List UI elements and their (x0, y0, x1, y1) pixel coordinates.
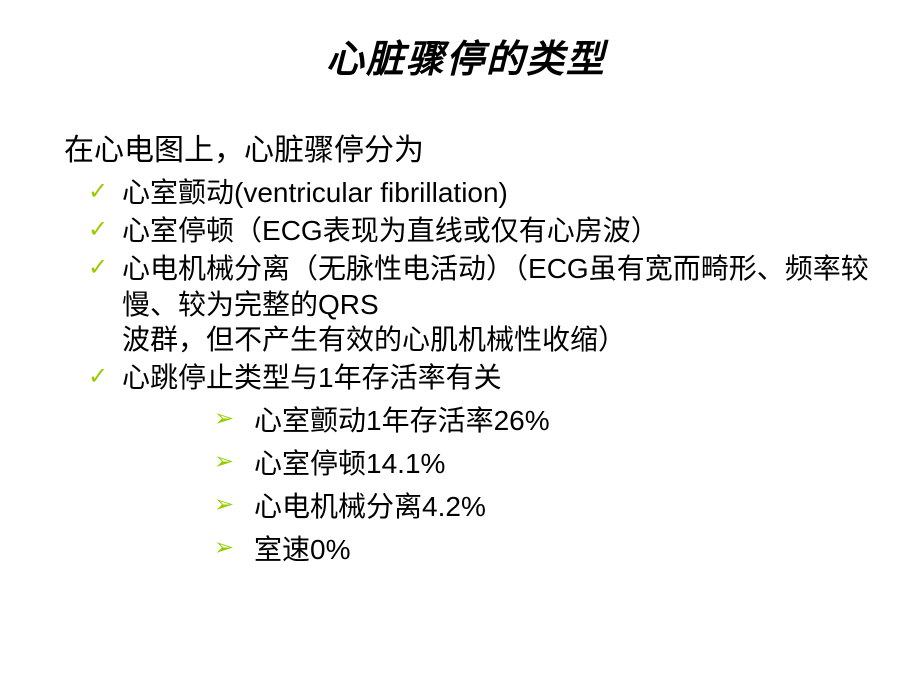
sub-number: 1 (366, 405, 382, 436)
list-item: 心室停顿（ECG表现为直线或仅有心房波） (88, 213, 872, 249)
sub-text: 心电机械分离 (254, 492, 422, 523)
list-item: 室速0% (214, 529, 872, 572)
bullet-text: 心室颤动 (122, 178, 234, 209)
bullet-text: 心电机械分离（无脉性电活动）（ (122, 254, 528, 285)
bullet-number: 1 (318, 362, 334, 393)
list-item: 心跳停止类型与1年存活率有关 心室颤动1年存活率26% 心室停顿14.1% 心电… (88, 360, 872, 572)
intro-text: 在心电图上，心脏骤停分为 (64, 125, 872, 169)
bullet-text: 年存活率有关 (334, 363, 502, 394)
slide-title: 心脏骤停的类型 (60, 28, 872, 83)
bullet-text: 波群，但不产生有效的心肌机械性收缩） (122, 325, 626, 356)
sub-bullet-list: 心室颤动1年存活率26% 心室停顿14.1% 心电机械分离4.2% 室速0% (214, 400, 872, 572)
bullet-latin: ECG (528, 253, 589, 284)
bullet-text: 心室停顿（ (122, 216, 262, 247)
sub-text: 心室颤动 (254, 406, 366, 437)
list-item: 心电机械分离（无脉性电活动）（ECG虽有宽而畸形、频率较慢、较为完整的QRS波群… (88, 251, 872, 358)
list-item: 心室颤动(ventricular fibrillation) (88, 175, 872, 211)
sub-number: 26% (494, 405, 550, 436)
list-item: 心室停顿14.1% (214, 443, 872, 486)
slide: 心脏骤停的类型 在心电图上，心脏骤停分为 心室颤动(ventricular fi… (0, 0, 920, 690)
sub-number: 0% (310, 534, 350, 565)
bullet-latin: QRS (318, 289, 379, 320)
list-item: 心室颤动1年存活率26% (214, 400, 872, 443)
sub-text: 心室停顿 (254, 449, 366, 480)
sub-number: 4.2% (422, 491, 486, 522)
sub-text: 室速 (254, 535, 310, 566)
sub-number: 14.1% (366, 448, 445, 479)
sub-text: 年存活率 (382, 406, 494, 437)
bullet-text: 表现为直线或仅有心房波） (323, 216, 659, 247)
bullet-latin: (ventricular fibrillation) (234, 177, 508, 208)
bullet-list: 心室颤动(ventricular fibrillation) 心室停顿（ECG表… (88, 175, 872, 572)
bullet-text: 心跳停止类型与 (122, 363, 318, 394)
bullet-latin: ECG (262, 215, 323, 246)
list-item: 心电机械分离4.2% (214, 486, 872, 529)
